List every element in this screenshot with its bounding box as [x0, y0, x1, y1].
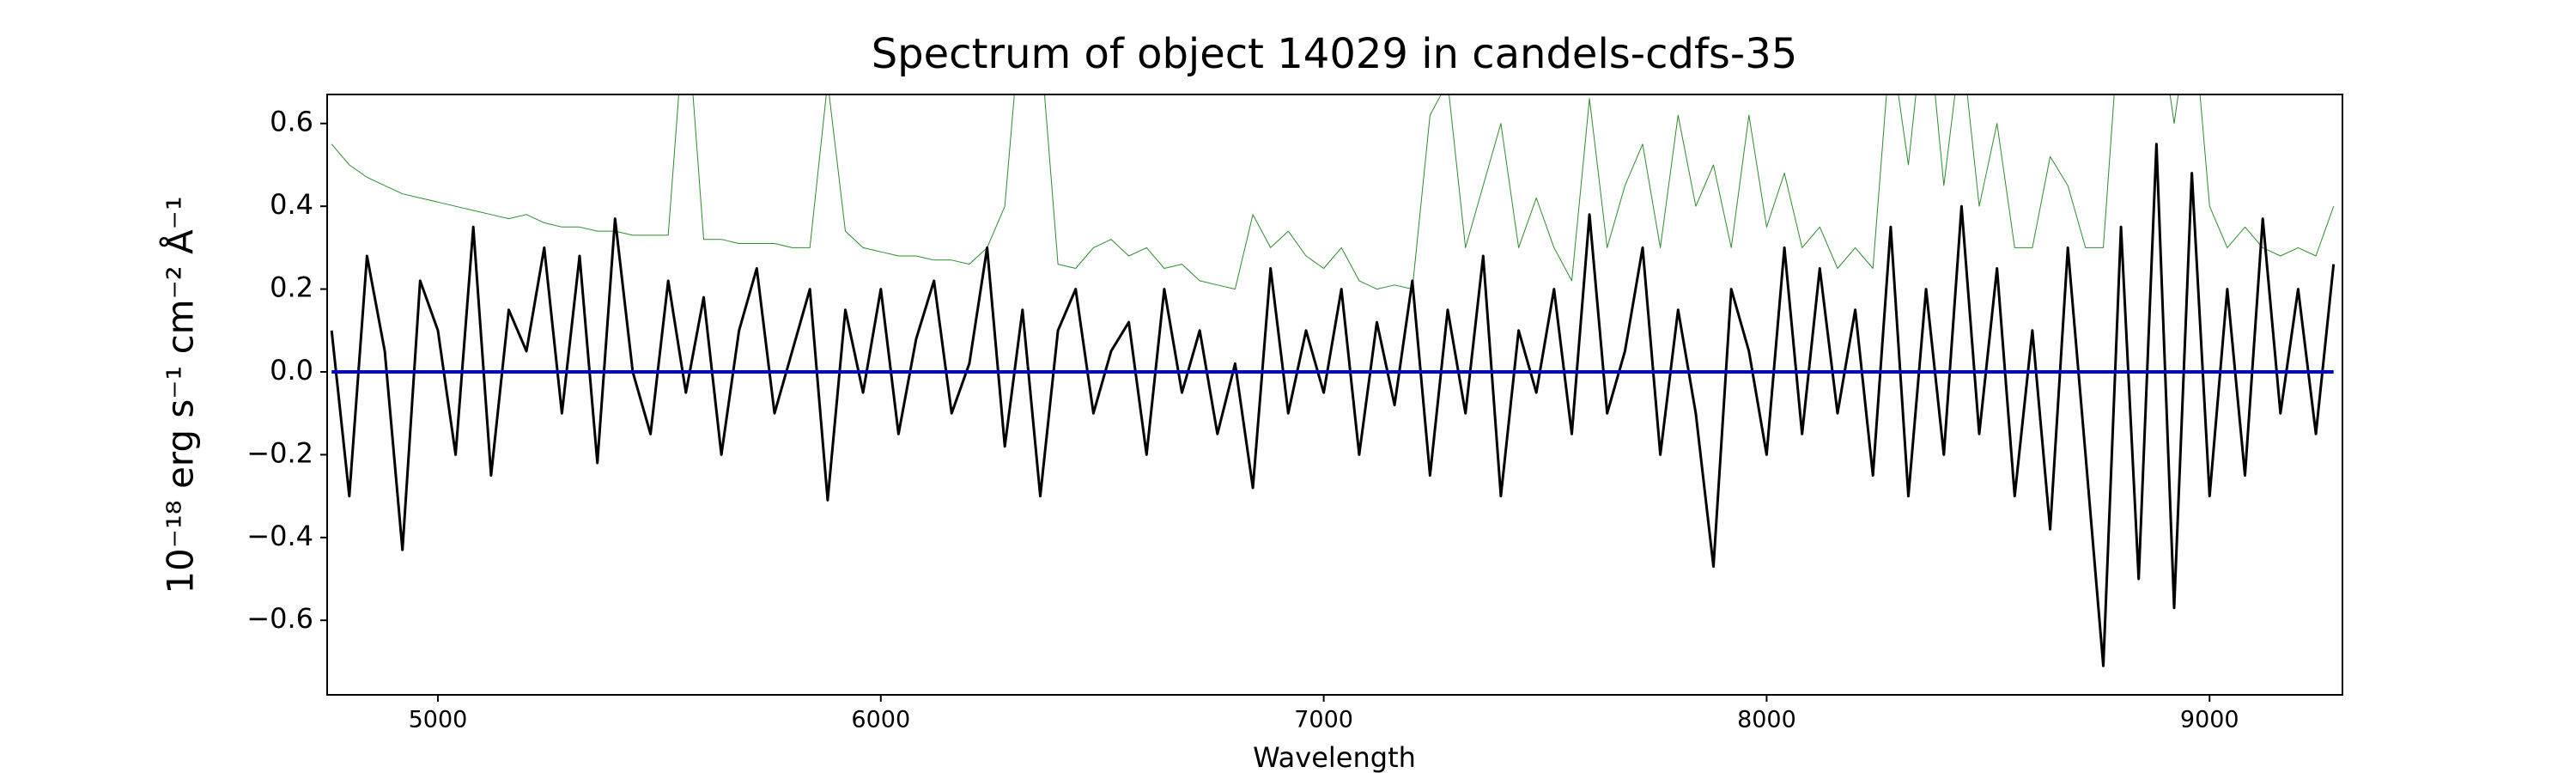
y-tick-label: 0.0 [270, 354, 313, 386]
spectrum-line [331, 94, 2335, 290]
x-tick-label: 7000 [1294, 707, 1353, 733]
y-tick-label: −0.4 [246, 520, 313, 552]
plot-frame [326, 94, 2343, 696]
y-tick-label: −0.6 [246, 602, 313, 635]
y-tick-label: 0.2 [270, 271, 313, 304]
x-tick-label: 5000 [409, 707, 468, 733]
x-tick-label: 8000 [1737, 707, 1796, 733]
plot-area [330, 94, 2336, 667]
y-tick-label: −0.2 [246, 436, 313, 469]
spectrum-line [330, 143, 2336, 667]
y-axis-label: 10⁻¹⁸ erg s⁻¹ cm⁻² Å⁻¹ [159, 196, 202, 593]
y-tick-label: 0.6 [270, 106, 313, 138]
y-tick-label: 0.4 [270, 188, 313, 221]
x-axis-label: Wavelength [1253, 741, 1416, 773]
x-tick-label: 9000 [2180, 707, 2239, 733]
chart-title: Spectrum of object 14029 in candels-cdfs… [872, 30, 1798, 78]
x-tick-label: 6000 [851, 707, 910, 733]
